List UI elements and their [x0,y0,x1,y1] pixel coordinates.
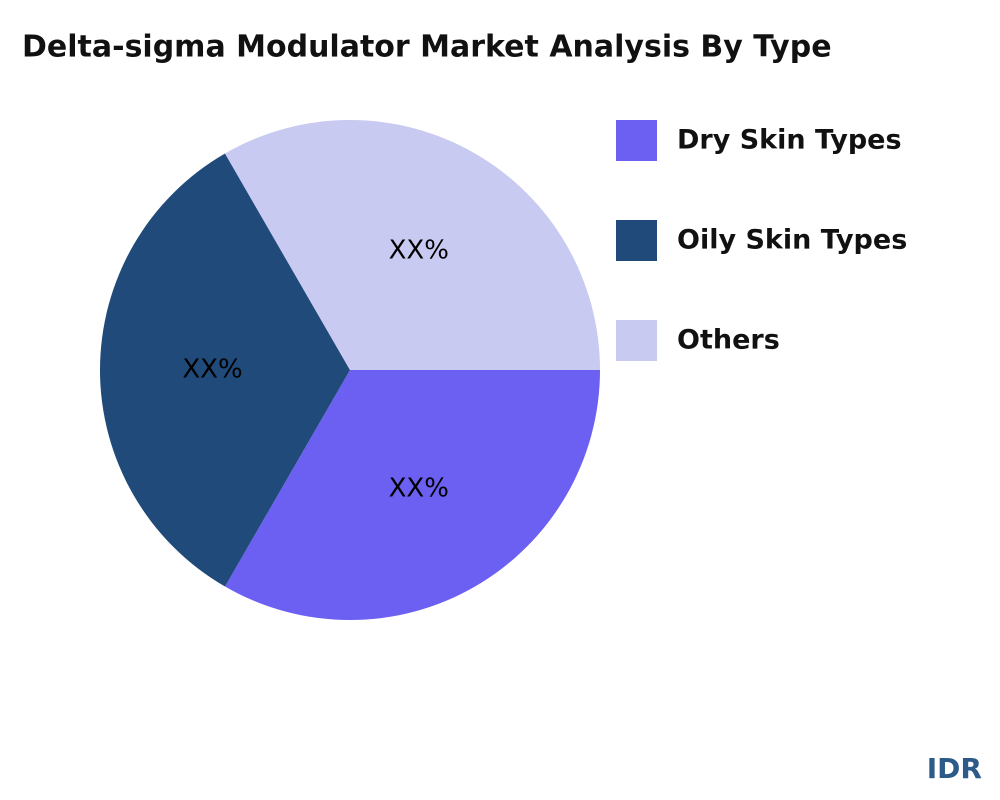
legend-swatch [616,320,657,361]
slice-label: XX% [389,474,449,504]
legend-swatch [616,220,657,261]
legend-label: Dry Skin Types [677,125,902,156]
watermark: IDR [927,752,982,785]
legend-label: Others [677,325,780,356]
pie-slice [225,119,600,370]
legend-swatch [616,120,657,161]
chart-title: Delta-sigma Modulator Market Analysis By… [22,30,832,65]
legend-label: Oily Skin Types [677,225,907,256]
pie-slice [225,370,600,620]
slice-label: XX% [182,355,242,385]
slice-label: XX% [389,235,449,265]
